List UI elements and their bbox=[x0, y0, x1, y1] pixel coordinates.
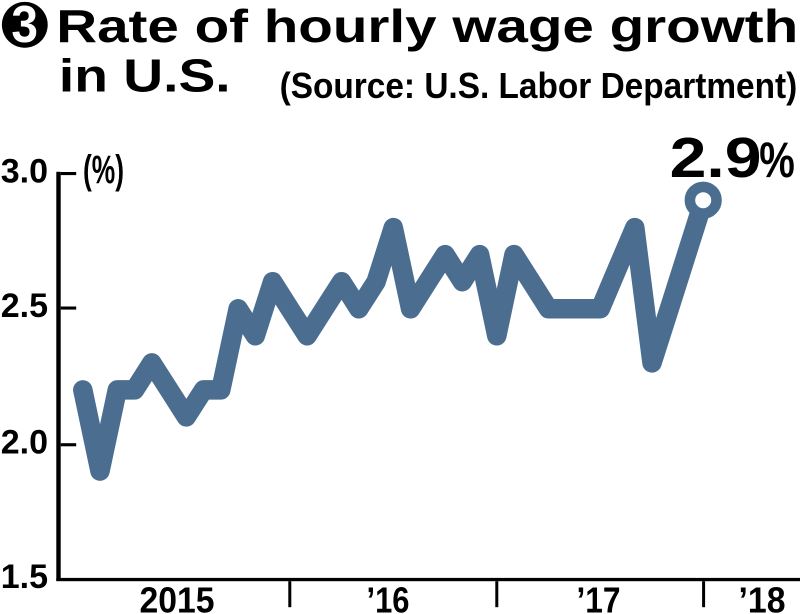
svg-text:(%): (%) bbox=[83, 148, 124, 192]
svg-text:’17: ’17 bbox=[577, 580, 621, 614]
svg-text:2.5: 2.5 bbox=[1, 287, 48, 325]
svg-text:’18: ’18 bbox=[739, 580, 786, 614]
svg-text:3.0: 3.0 bbox=[1, 153, 48, 191]
svg-text:2.9: 2.9 bbox=[670, 126, 762, 190]
svg-text:2015: 2015 bbox=[140, 580, 215, 614]
svg-text:Rate of hourly wage growth: Rate of hourly wage growth bbox=[56, 0, 798, 52]
svg-text:3: 3 bbox=[11, 0, 38, 53]
svg-text:%: % bbox=[759, 132, 795, 188]
svg-text:’16: ’16 bbox=[367, 580, 410, 614]
svg-text:1.5: 1.5 bbox=[1, 558, 48, 596]
svg-text:2.0: 2.0 bbox=[1, 424, 48, 462]
svg-text:(Source: U.S. Labor Department: (Source: U.S. Labor Department) bbox=[280, 67, 798, 106]
svg-text:in U.S.: in U.S. bbox=[59, 50, 231, 102]
